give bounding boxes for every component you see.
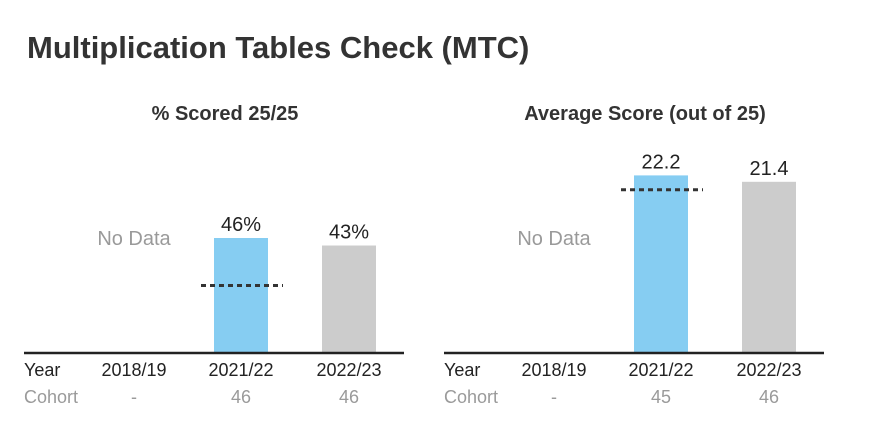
chart-title: % Scored 25/25 bbox=[151, 103, 299, 125]
year-tick-label: 2021/22 bbox=[628, 360, 693, 380]
cohort-value: 46 bbox=[339, 387, 359, 407]
chart-panel-percent-full-marks: % Scored 25/25 No Data 46% 43% Year 2018/19 2… bbox=[20, 95, 430, 425]
chart-title: Average Score (out of 25) bbox=[524, 103, 766, 125]
bar-value-label: 22.2 bbox=[642, 151, 681, 173]
bar-value-label: 46% bbox=[221, 214, 261, 236]
bar-2021-22 bbox=[634, 175, 688, 353]
year-row-label: Year bbox=[24, 360, 60, 380]
bar-2022-23 bbox=[322, 245, 376, 353]
year-row-label: Year bbox=[444, 360, 480, 380]
page-title: Multiplication Tables Check (MTC) bbox=[27, 30, 530, 65]
year-tick-label: 2021/22 bbox=[208, 360, 273, 380]
bar-2021-22 bbox=[214, 238, 268, 353]
no-data-label: No Data bbox=[97, 228, 171, 250]
cohort-value: - bbox=[551, 387, 557, 407]
year-tick-label: 2018/19 bbox=[101, 360, 166, 380]
bar-value-label: 21.4 bbox=[750, 158, 789, 180]
cohort-value: 46 bbox=[759, 387, 779, 407]
bar-2022-23 bbox=[742, 181, 796, 353]
cohort-row-label: Cohort bbox=[444, 387, 498, 407]
cohort-value: 46 bbox=[231, 387, 251, 407]
chart-svg: No Data 22.2 21.4 Year 2018/19 2021/22 2022/23… bbox=[444, 151, 824, 407]
year-tick-label: 2018/19 bbox=[521, 360, 586, 380]
year-tick-label: 2022/23 bbox=[316, 360, 381, 380]
year-tick-label: 2022/23 bbox=[736, 360, 801, 380]
bar-value-label: 43% bbox=[329, 222, 369, 244]
cohort-value: - bbox=[131, 387, 137, 407]
chart-panel-average-score: Average Score (out of 25) No Data 22.2 21.… bbox=[440, 95, 850, 425]
cohort-value: 45 bbox=[651, 387, 671, 407]
chart-svg: No Data 46% 43% Year 2018/19 2021/22 2022/23 Co… bbox=[24, 214, 404, 407]
cohort-row-label: Cohort bbox=[24, 387, 78, 407]
no-data-label: No Data bbox=[517, 228, 591, 250]
